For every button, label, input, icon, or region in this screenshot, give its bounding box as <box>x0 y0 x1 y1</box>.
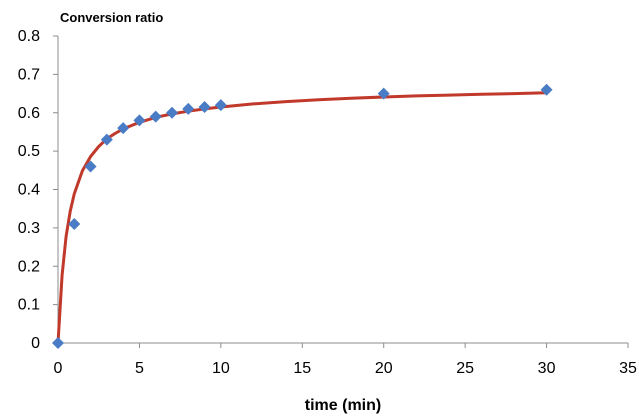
data-point <box>52 337 64 349</box>
y-tick-label: 0.3 <box>18 220 40 237</box>
data-point <box>117 122 130 135</box>
x-tick-label: 10 <box>212 360 230 377</box>
data-point <box>214 99 227 112</box>
x-axis-title: time (min) <box>305 397 381 414</box>
x-tick-label: 25 <box>456 360 474 377</box>
x-tick-label: 20 <box>375 360 393 377</box>
y-tick-label: 0.8 <box>18 28 40 45</box>
data-point <box>377 87 390 100</box>
data-point <box>182 102 195 115</box>
x-tick-label: 15 <box>293 360 311 377</box>
y-tick-label: 0.2 <box>18 258 40 275</box>
x-tick-label: 30 <box>538 360 556 377</box>
y-tick-label: 0.6 <box>18 105 40 122</box>
y-axis-title: Conversion ratio <box>60 10 163 25</box>
data-points-layer <box>52 83 553 349</box>
x-tick-label: 35 <box>619 360 637 377</box>
data-point <box>100 133 113 146</box>
y-tick-label: 0.7 <box>18 66 40 83</box>
x-tick-label: 5 <box>135 360 144 377</box>
data-point <box>198 100 211 113</box>
data-point <box>133 114 146 127</box>
y-tick-label: 0.5 <box>18 143 40 160</box>
data-point <box>68 218 81 231</box>
data-point <box>149 110 162 123</box>
y-tick-label: 0 <box>31 335 40 352</box>
ticks: 0 0.1 0.2 0.3 0.4 0.5 0.6 0.7 0.8 0 5 10 15 20 25 30 35 <box>18 28 637 377</box>
data-point <box>84 160 97 173</box>
x-tick-label: 0 <box>54 360 63 377</box>
data-point <box>540 83 553 96</box>
fit-curve-layer <box>56 91 547 344</box>
fit-curve <box>56 91 547 344</box>
y-tick-label: 0.4 <box>18 182 40 199</box>
y-tick-label: 0.1 <box>18 297 40 314</box>
axes <box>57 36 628 344</box>
data-point <box>166 106 178 119</box>
